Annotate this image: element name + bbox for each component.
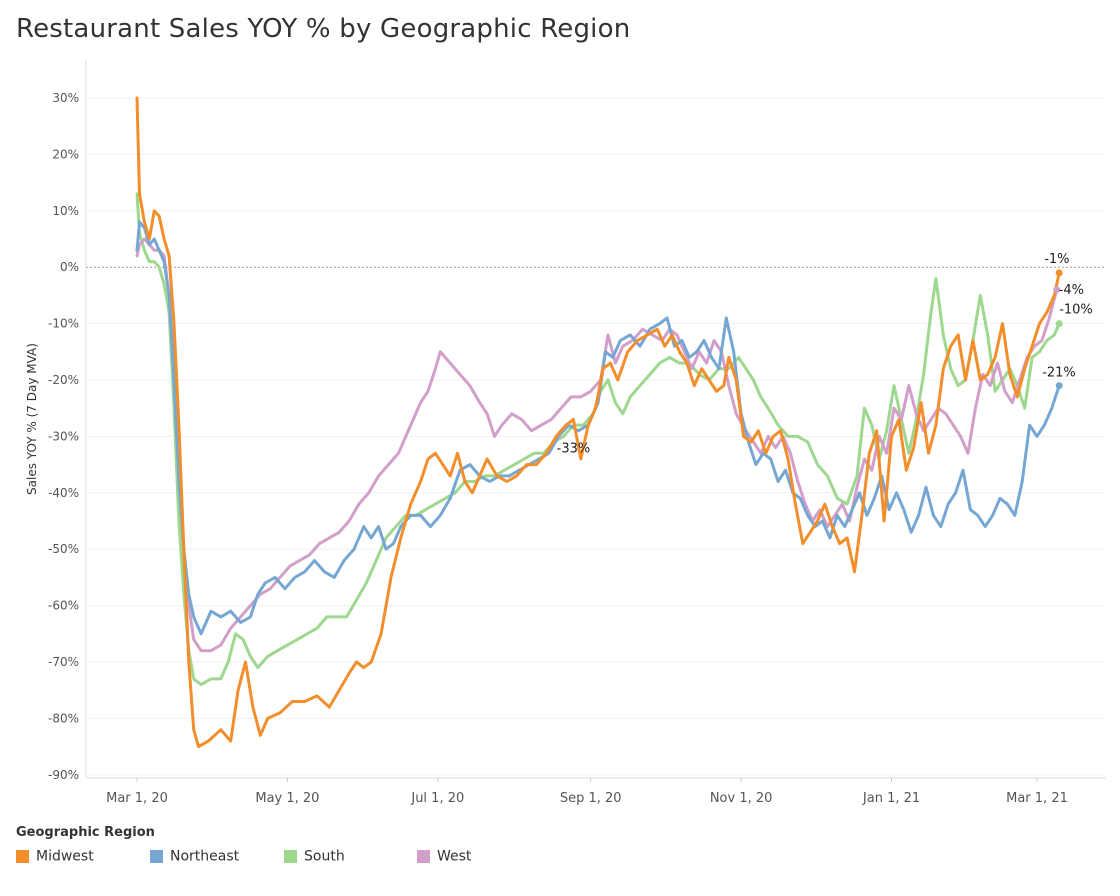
legend-label-south: South [304,848,345,865]
series-line-midwest[interactable] [135,96,1061,749]
y-tick-label: -50% [48,542,79,556]
y-tick-label: -60% [48,599,79,613]
y-tick-label: 20% [52,147,79,161]
legend-item-northeast[interactable]: Northeast [150,846,240,865]
end-label-northeast: -21% [1042,366,1076,381]
x-tick-label: Nov 1, 20 [710,791,773,806]
series-lines [135,96,1061,749]
y-tick-label: -40% [48,486,79,500]
x-tick-label: Jan 1, 21 [862,791,920,806]
end-point-west [1053,286,1061,294]
legend-label-northeast: Northeast [170,848,240,865]
x-tick-label: Mar 1, 21 [1006,791,1068,806]
x-tick-label: Sep 1, 20 [560,791,622,806]
legend-item-midwest[interactable]: Midwest [16,846,94,865]
legend-title: Geographic Region [16,825,155,840]
end-point-northeast [1055,382,1063,390]
end-label-midwest: -1% [1044,252,1069,267]
y-tick-label: 30% [52,91,79,105]
legend-swatch-northeast [150,850,163,863]
legend-item-west[interactable]: West [417,846,472,865]
legend: Geographic Region Midwest Northeast Sout… [16,825,1016,875]
legend-label-west: West [437,848,472,865]
data-labels: -1% -21% -10% -4% -33% [557,252,1093,456]
legend-item-south[interactable]: South [284,846,345,865]
x-tick-label: May 1, 20 [255,791,319,806]
y-tick-label: 10% [52,204,79,218]
end-label-south: -10% [1059,303,1093,318]
legend-swatch-west [417,850,430,863]
x-tick-label: Jul 1, 20 [410,791,464,806]
legend-label-midwest: Midwest [36,848,94,865]
series-line-west[interactable] [135,237,1059,653]
gridlines [86,97,1106,776]
end-label-west: -4% [1059,283,1084,298]
series-line-south[interactable] [135,192,1061,687]
end-point-midwest [1055,269,1063,277]
y-tick-label: 0% [60,260,79,274]
y-tick-label: -10% [48,317,79,331]
y-tick-label: -20% [48,373,79,387]
series-line-northeast[interactable] [135,220,1061,636]
legend-swatch-south [284,850,297,863]
y-tick-label: -30% [48,429,79,443]
x-tick-label: Mar 1, 20 [106,791,168,806]
y-tick-label: -70% [48,655,79,669]
annotation-label: -33% [557,441,591,456]
y-tick-label: -80% [48,711,79,725]
chart-title: Restaurant Sales YOY % by Geographic Reg… [16,14,631,44]
end-point-south [1055,320,1063,328]
legend-swatch-midwest [16,850,29,863]
y-tick-label: -90% [48,768,79,782]
axes: 30% 20% 10% 0% -10% -20% -30% -40% -50% -60% -70% -… [25,60,1106,806]
y-axis-title: Sales YOY % (7 Day MVA) [25,343,39,495]
line-chart: 30% 20% 10% 0% -10% -20% -30% -40% -50% -60% -70% -… [25,60,1106,806]
